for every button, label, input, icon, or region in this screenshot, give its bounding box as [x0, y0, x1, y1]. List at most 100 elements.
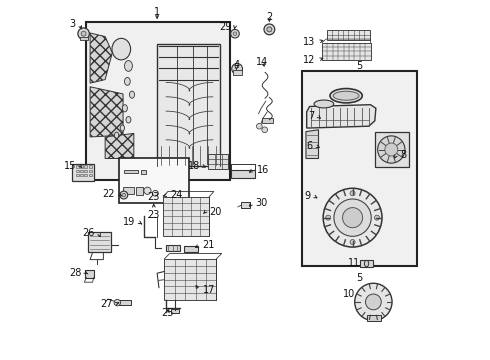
Text: 4: 4: [233, 60, 240, 70]
Circle shape: [378, 136, 405, 163]
Ellipse shape: [314, 100, 334, 108]
Polygon shape: [307, 105, 376, 128]
Circle shape: [262, 127, 268, 133]
Text: 5: 5: [357, 61, 363, 71]
Bar: [76, 174, 78, 176]
Text: 28: 28: [70, 267, 82, 278]
Ellipse shape: [365, 260, 368, 267]
Circle shape: [256, 123, 262, 129]
Bar: [231, 170, 255, 178]
Circle shape: [114, 300, 121, 306]
Bar: [375, 132, 409, 167]
Bar: [163, 197, 209, 235]
Polygon shape: [105, 134, 134, 158]
Ellipse shape: [330, 89, 362, 103]
Bar: [360, 260, 373, 267]
Circle shape: [385, 143, 398, 156]
Bar: [88, 231, 111, 252]
Circle shape: [355, 283, 392, 320]
Circle shape: [264, 24, 275, 35]
Bar: [120, 301, 131, 305]
Ellipse shape: [124, 60, 132, 71]
Text: 3: 3: [70, 19, 76, 29]
Ellipse shape: [126, 117, 131, 123]
Bar: [89, 174, 92, 176]
Text: 22: 22: [103, 189, 115, 199]
Text: 14: 14: [256, 57, 269, 67]
Bar: [124, 170, 138, 173]
Text: 12: 12: [303, 54, 316, 64]
Circle shape: [231, 30, 239, 38]
Text: 24: 24: [171, 190, 183, 200]
Text: 20: 20: [209, 207, 221, 217]
Bar: [208, 154, 228, 168]
Bar: [84, 174, 87, 176]
Text: 11: 11: [347, 258, 360, 268]
Text: 1: 1: [154, 7, 160, 17]
Text: 15: 15: [64, 161, 76, 171]
Bar: [157, 44, 220, 166]
Text: 27: 27: [100, 299, 112, 309]
Text: 13: 13: [303, 37, 316, 46]
Text: 23: 23: [147, 210, 160, 220]
Circle shape: [267, 27, 272, 32]
Bar: [327, 30, 370, 40]
Text: 16: 16: [256, 165, 269, 175]
Text: 2: 2: [266, 12, 272, 22]
Bar: [80, 174, 83, 176]
Bar: [184, 246, 198, 252]
Circle shape: [120, 191, 128, 199]
Bar: [80, 170, 83, 172]
Text: 25: 25: [162, 309, 174, 318]
Bar: [87, 22, 230, 180]
Text: 17: 17: [203, 285, 215, 296]
Text: 6: 6: [306, 141, 312, 151]
Bar: [166, 244, 180, 251]
Circle shape: [78, 28, 89, 40]
Bar: [172, 309, 179, 314]
Polygon shape: [90, 87, 123, 137]
Ellipse shape: [129, 91, 135, 98]
Bar: [141, 170, 147, 174]
Ellipse shape: [112, 39, 131, 60]
Text: 23: 23: [147, 192, 160, 202]
Bar: [164, 259, 216, 300]
Circle shape: [323, 188, 382, 247]
Bar: [119, 158, 189, 203]
Bar: [84, 165, 87, 168]
Ellipse shape: [115, 132, 119, 138]
Bar: [80, 37, 88, 40]
Bar: [84, 170, 87, 172]
Bar: [85, 270, 95, 278]
Bar: [242, 202, 250, 208]
Bar: [367, 315, 381, 320]
Circle shape: [144, 187, 151, 194]
Bar: [322, 42, 370, 60]
Circle shape: [326, 215, 331, 220]
Bar: [80, 165, 83, 168]
Text: 18: 18: [188, 161, 200, 171]
Bar: [233, 70, 242, 75]
Polygon shape: [306, 130, 318, 158]
Text: 9: 9: [304, 191, 310, 201]
Ellipse shape: [120, 125, 124, 131]
Text: 26: 26: [83, 228, 95, 238]
Circle shape: [152, 190, 158, 196]
Text: 5: 5: [357, 273, 363, 283]
Text: 19: 19: [123, 217, 136, 227]
Text: 29: 29: [219, 22, 231, 32]
Circle shape: [350, 239, 355, 244]
Circle shape: [350, 191, 355, 196]
Bar: [302, 71, 417, 266]
Circle shape: [233, 32, 237, 36]
Ellipse shape: [333, 91, 359, 100]
Circle shape: [343, 208, 363, 228]
Text: 21: 21: [203, 240, 215, 250]
Text: 8: 8: [400, 150, 406, 160]
Circle shape: [374, 215, 379, 220]
Circle shape: [334, 199, 371, 236]
Circle shape: [122, 193, 125, 197]
Circle shape: [232, 63, 243, 74]
Ellipse shape: [122, 105, 127, 112]
Text: 30: 30: [256, 198, 268, 208]
